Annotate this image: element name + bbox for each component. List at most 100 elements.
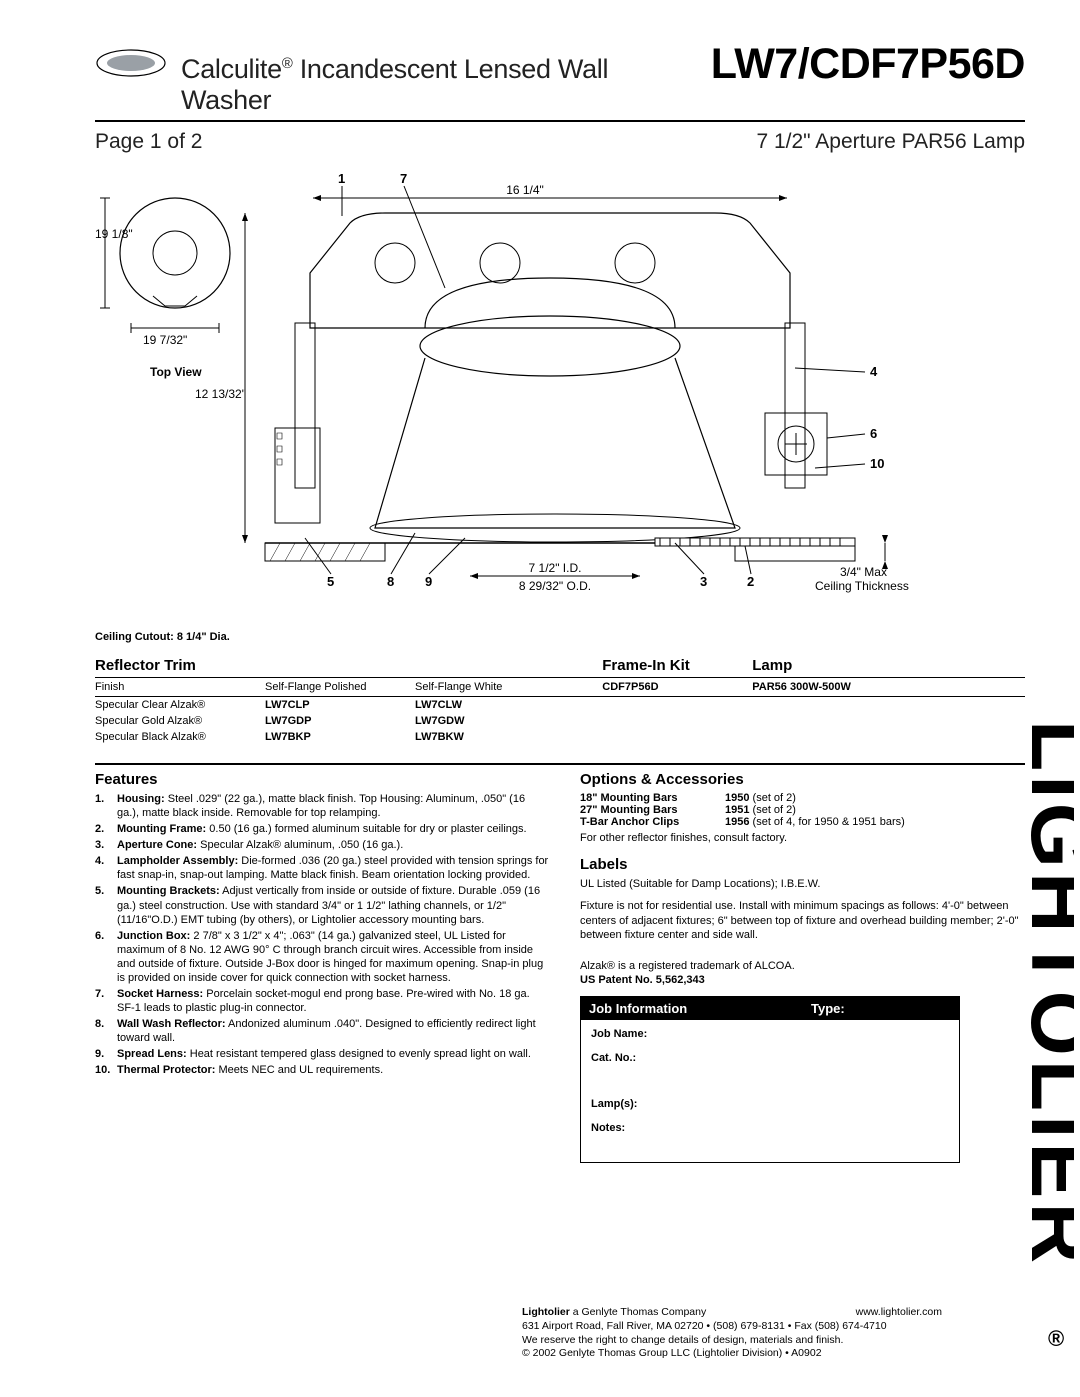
labels-body: UL Listed (Suitable for Damp Locations);… xyxy=(580,877,1025,942)
job-info-box: Job Information Type: Job Name: Cat. No.… xyxy=(580,996,960,1163)
alzak-note: Alzak® is a registered trademark of ALCO… xyxy=(580,960,1025,972)
header: Calculite® Incandescent Lensed Wall Wash… xyxy=(95,40,1025,122)
reflector-trim-table: Reflector Trim Finish Self-Flange Polish… xyxy=(95,655,602,745)
page-label: Page 1 of 2 xyxy=(95,130,202,154)
dim-ceil: 3/4" Max xyxy=(840,565,887,579)
product-line: Calculite xyxy=(181,54,282,84)
job-type-title: Type: xyxy=(811,1001,951,1016)
reg-mark: ® xyxy=(282,56,293,72)
feature-item: 9.Spread Lens: Heat resistant tempered g… xyxy=(95,1047,550,1061)
feature-text: Housing: Steel .029" (22 ga.), matte bla… xyxy=(117,792,550,820)
dim-height: 12 13/32" xyxy=(195,387,246,401)
callout-8: 8 xyxy=(387,574,394,589)
th-polished: Self-Flange Polished xyxy=(265,678,415,696)
job-body: Job Name: Cat. No.: Lamp(s): Notes: xyxy=(581,1020,959,1162)
option-value: 1951 (set of 2) xyxy=(725,804,1025,816)
feature-item: 10.Thermal Protector: Meets NEC and UL r… xyxy=(95,1063,550,1077)
option-row: 27" Mounting Bars1951 (set of 2) xyxy=(580,804,1025,816)
feature-text: Junction Box: 2 7/8" x 3 1/2" x 4"; .063… xyxy=(117,929,550,985)
brand-vertical-logo: LIGHTOLIER ® xyxy=(990,710,1074,1360)
feature-text: Wall Wash Reflector: Andonized aluminum … xyxy=(117,1017,550,1045)
labels-title: Labels xyxy=(580,856,1025,873)
feature-number: 8. xyxy=(95,1017,117,1045)
th-white: Self-Flange White xyxy=(415,678,545,696)
options-title: Options & Accessories xyxy=(580,771,1025,788)
footer-company: Lightolier a Genlyte Thomas Company xyxy=(522,1306,706,1320)
dim-ceil2: Ceiling Thickness xyxy=(815,579,909,593)
option-row: 18" Mounting Bars1950 (set of 2) xyxy=(580,792,1025,804)
feature-number: 4. xyxy=(95,854,117,882)
callout-3: 3 xyxy=(700,574,707,589)
cell-finish: Specular Clear Alzak® xyxy=(95,697,265,713)
cat-no-field[interactable]: Cat. No.: xyxy=(591,1052,949,1064)
cell-polished: LW7GDP xyxy=(265,713,415,729)
feature-text: Lampholder Assembly: Die-formed .036 (20… xyxy=(117,854,550,882)
patent-note: US Patent No. 5,562,343 xyxy=(580,974,1025,986)
frame-in-title: Frame-In Kit xyxy=(602,655,752,677)
cell-finish: Specular Black Alzak® xyxy=(95,729,265,745)
spec-tables: Reflector Trim Finish Self-Flange Polish… xyxy=(95,655,1025,745)
option-value: 1956 (set of 4, for 1950 & 1951 bars) xyxy=(725,816,1025,828)
frame-lamp-table: Frame-In Kit Lamp CDF7P56D PAR56 300W-50… xyxy=(602,655,1025,745)
feature-text: Socket Harness: Porcelain socket-mogul e… xyxy=(117,987,550,1015)
feature-text: Mounting Brackets: Adjust vertically fro… xyxy=(117,884,550,926)
aperture-label: 7 1/2" Aperture PAR56 Lamp xyxy=(756,130,1025,154)
divider xyxy=(95,763,1025,765)
job-head: Job Information Type: xyxy=(581,997,959,1020)
job-info-title: Job Information xyxy=(589,1001,811,1016)
right-column: Options & Accessories 18" Mounting Bars1… xyxy=(580,771,1025,1163)
callout-7: 7 xyxy=(400,171,407,186)
product-title: Calculite® Incandescent Lensed Wall Wash… xyxy=(181,54,697,116)
table-row: Specular Black Alzak®LW7BKPLW7BKW xyxy=(95,729,602,745)
job-name-field[interactable]: Job Name: xyxy=(591,1028,949,1040)
feature-item: 8.Wall Wash Reflector: Andonized aluminu… xyxy=(95,1017,550,1045)
callout-6: 6 xyxy=(870,426,877,441)
footer: Lightolier a Genlyte Thomas Company www.… xyxy=(522,1306,942,1361)
feature-text: Aperture Cone: Specular Alzak® aluminum,… xyxy=(117,838,550,852)
cell-polished: LW7CLP xyxy=(265,697,415,713)
feature-item: 2.Mounting Frame: 0.50 (16 ga.) formed a… xyxy=(95,822,550,836)
cell-finish: Specular Gold Alzak® xyxy=(95,713,265,729)
callout-5: 5 xyxy=(327,574,334,589)
lamps-field[interactable]: Lamp(s): xyxy=(591,1098,949,1110)
option-value: 1950 (set of 2) xyxy=(725,792,1025,804)
technical-diagram: 19 1/8" 19 7/32" Top View xyxy=(95,168,1025,623)
th-finish: Finish xyxy=(95,678,265,696)
subheader: Page 1 of 2 7 1/2" Aperture PAR56 Lamp xyxy=(95,130,1025,154)
option-label: T-Bar Anchor Clips xyxy=(580,816,725,828)
cell-white: LW7BKW xyxy=(415,729,545,745)
options-table: 18" Mounting Bars1950 (set of 2)27" Moun… xyxy=(580,792,1025,828)
model-number: LW7/CDF7P56D xyxy=(711,40,1025,89)
feature-item: 3.Aperture Cone: Specular Alzak® aluminu… xyxy=(95,838,550,852)
notes-field[interactable]: Notes: xyxy=(591,1122,949,1134)
table-row: Specular Gold Alzak®LW7GDPLW7GDW xyxy=(95,713,602,729)
brand-text: LIGHTOLIER xyxy=(1014,720,1074,1267)
dim-width: 16 1/4" xyxy=(506,183,544,197)
feature-number: 1. xyxy=(95,792,117,820)
feature-number: 9. xyxy=(95,1047,117,1061)
callout-9: 9 xyxy=(425,574,432,589)
lamp-value: PAR56 300W-500W xyxy=(752,678,932,696)
cutout-note: Ceiling Cutout: 8 1/4" Dia. xyxy=(95,631,1025,643)
svg-text:®: ® xyxy=(1048,1326,1064,1351)
option-row: T-Bar Anchor Clips1956 (set of 4, for 19… xyxy=(580,816,1025,828)
feature-number: 3. xyxy=(95,838,117,852)
cell-white: LW7CLW xyxy=(415,697,545,713)
table-row: Specular Clear Alzak®LW7CLPLW7CLW xyxy=(95,697,602,713)
callout-2: 2 xyxy=(747,574,754,589)
footer-copyright: © 2002 Genlyte Thomas Group LLC (Lightol… xyxy=(522,1347,942,1361)
features-list: 1.Housing: Steel .029" (22 ga.), matte b… xyxy=(95,792,550,1077)
options-note: For other reflector finishes, consult fa… xyxy=(580,832,1025,844)
reflector-trim-title: Reflector Trim xyxy=(95,655,265,677)
cell-white: LW7GDW xyxy=(415,713,545,729)
content-columns: Features 1.Housing: Steel .029" (22 ga.)… xyxy=(95,771,1025,1163)
option-label: 27" Mounting Bars xyxy=(580,804,725,816)
feature-number: 5. xyxy=(95,884,117,926)
labels-line1: UL Listed (Suitable for Damp Locations);… xyxy=(580,877,1025,891)
feature-item: 5.Mounting Brackets: Adjust vertically f… xyxy=(95,884,550,926)
feature-item: 4.Lampholder Assembly: Die-formed .036 (… xyxy=(95,854,550,882)
callout-10: 10 xyxy=(870,456,884,471)
feature-number: 2. xyxy=(95,822,117,836)
footer-url[interactable]: www.lightolier.com xyxy=(856,1306,942,1320)
cell-polished: LW7BKP xyxy=(265,729,415,745)
